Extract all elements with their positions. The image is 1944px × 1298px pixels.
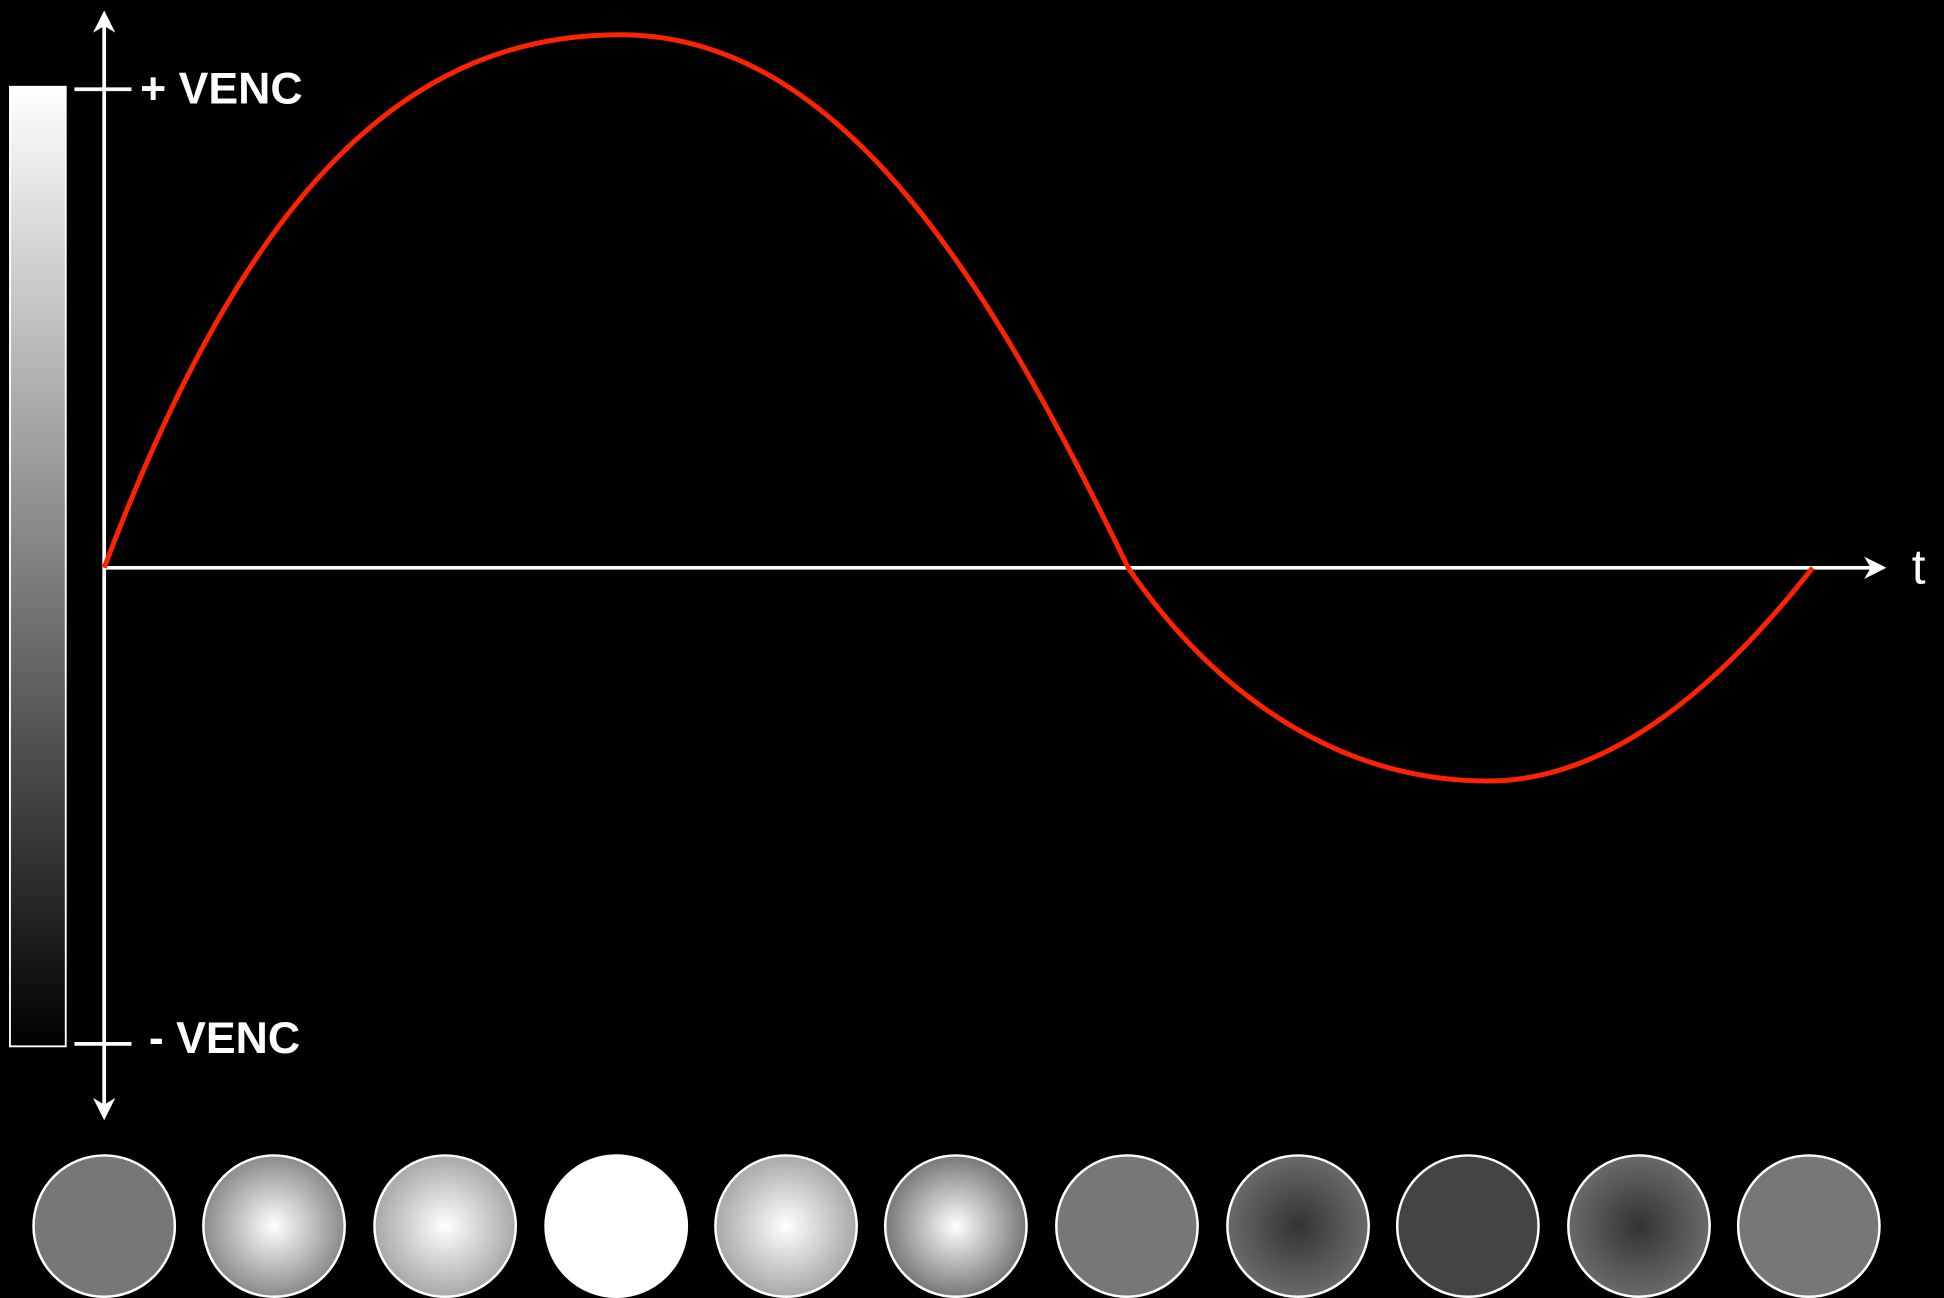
phase-image [373,1154,518,1298]
phase-image [1567,1154,1711,1298]
phase-image [32,1154,177,1298]
phase-image [1226,1154,1370,1298]
phase-image [1736,1154,1881,1298]
phase-image [544,1154,689,1298]
phase-images [32,1154,1881,1298]
negative-venc-label: - VENC [149,1014,300,1063]
phase-image [202,1154,346,1298]
positive-venc-label: + VENC [140,65,302,114]
time-label: t [1912,538,1926,594]
phase-image [714,1154,858,1298]
velocity-curve [101,32,1815,784]
phase-image [883,1154,1028,1298]
phase-image [1055,1154,1199,1298]
phase-image [1395,1154,1540,1298]
gray-scale-bar [9,85,67,1048]
